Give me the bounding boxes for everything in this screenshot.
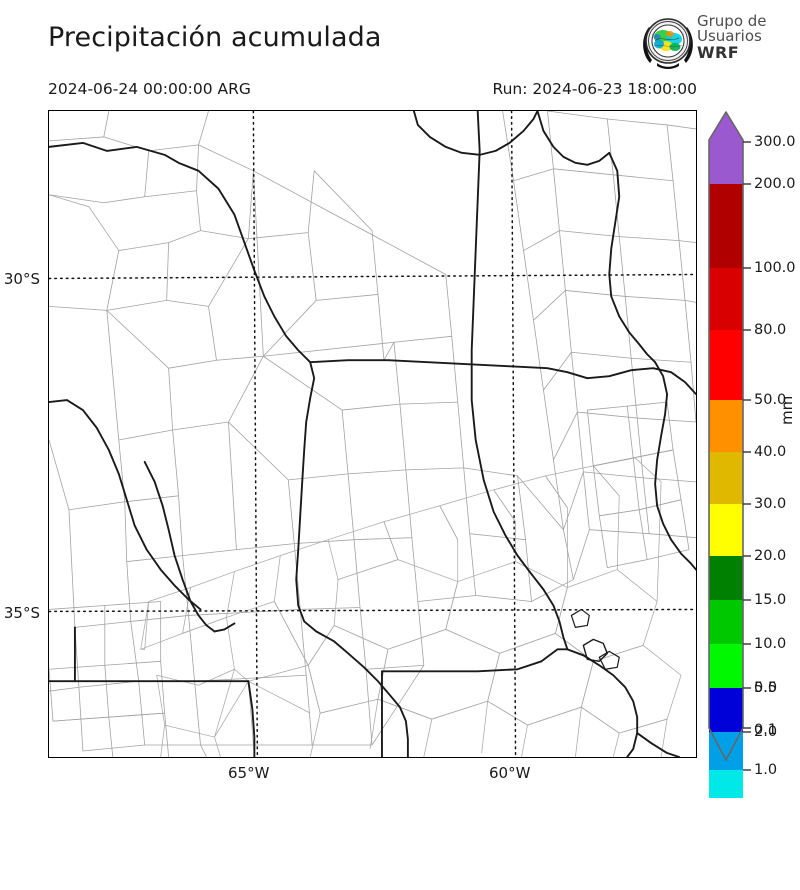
gridline-lat-35s <box>49 608 696 613</box>
cb-label-01: 0.1 <box>754 722 778 738</box>
colorbar-canvas-lower[interactable] <box>706 770 800 890</box>
cb-label-300: 300.0 <box>754 134 796 150</box>
cb-label-10: 10.0 <box>754 636 787 652</box>
colorbar-unit-label: mm <box>778 395 796 425</box>
cb-label-80: 80.0 <box>754 322 787 338</box>
graticule-gridlines <box>49 111 696 757</box>
map-panel[interactable] <box>48 110 697 758</box>
cb-label-20: 20.0 <box>754 548 787 564</box>
cb-label-1: 1.0 <box>754 762 778 778</box>
run-time-label: Run: 2024-06-23 18:00:00 <box>492 80 698 98</box>
logo-line-1: Grupo de <box>697 12 767 30</box>
cb-label-2: 2.0 <box>754 724 778 740</box>
province-boundaries <box>49 111 696 757</box>
valid-time-label: 2024-06-24 00:00:00 ARG <box>48 80 251 98</box>
cb-label-100: 100.0 <box>754 260 796 276</box>
globe-seal-icon <box>643 18 693 69</box>
colorbar[interactable]: 300.0 200.0 100.0 80.0 50.0 40.0 30.0 20… <box>706 110 800 870</box>
cb-label-15: 15.0 <box>754 592 787 608</box>
lat-tick-35s: 35°S <box>3 604 40 622</box>
colorbar-segments <box>709 112 743 770</box>
cb-label-50: 50.0 <box>754 392 787 408</box>
page-title: Precipitación acumulada <box>48 22 382 53</box>
department-boundaries <box>49 111 696 757</box>
cb-label-30: 30.0 <box>754 496 787 512</box>
logo-line-2: Usuarios <box>697 27 762 46</box>
brand-logo: Grupo de Usuarios WRF <box>639 12 799 74</box>
cb-label-40: 40.0 <box>754 444 787 460</box>
lon-tick-60w: 60°W <box>489 764 531 782</box>
gridline-lat-30s <box>49 273 696 280</box>
logo-wordmark: Grupo de Usuarios WRF <box>697 12 767 62</box>
cb-label-200: 200.0 <box>754 176 796 192</box>
gridline-lon-60w <box>510 111 517 757</box>
colorbar-segments-lower <box>709 770 743 870</box>
lon-tick-65w: 65°W <box>228 764 270 782</box>
cb-label-5: 5.0 <box>754 680 778 696</box>
cb-label-05: 0.5 <box>754 680 778 696</box>
colorbar-canvas[interactable] <box>706 110 800 770</box>
gridline-lon-65w <box>252 111 259 757</box>
lat-tick-30s: 30°S <box>3 270 40 288</box>
map-canvas[interactable] <box>49 111 696 757</box>
logo-line-3: WRF <box>697 42 740 62</box>
